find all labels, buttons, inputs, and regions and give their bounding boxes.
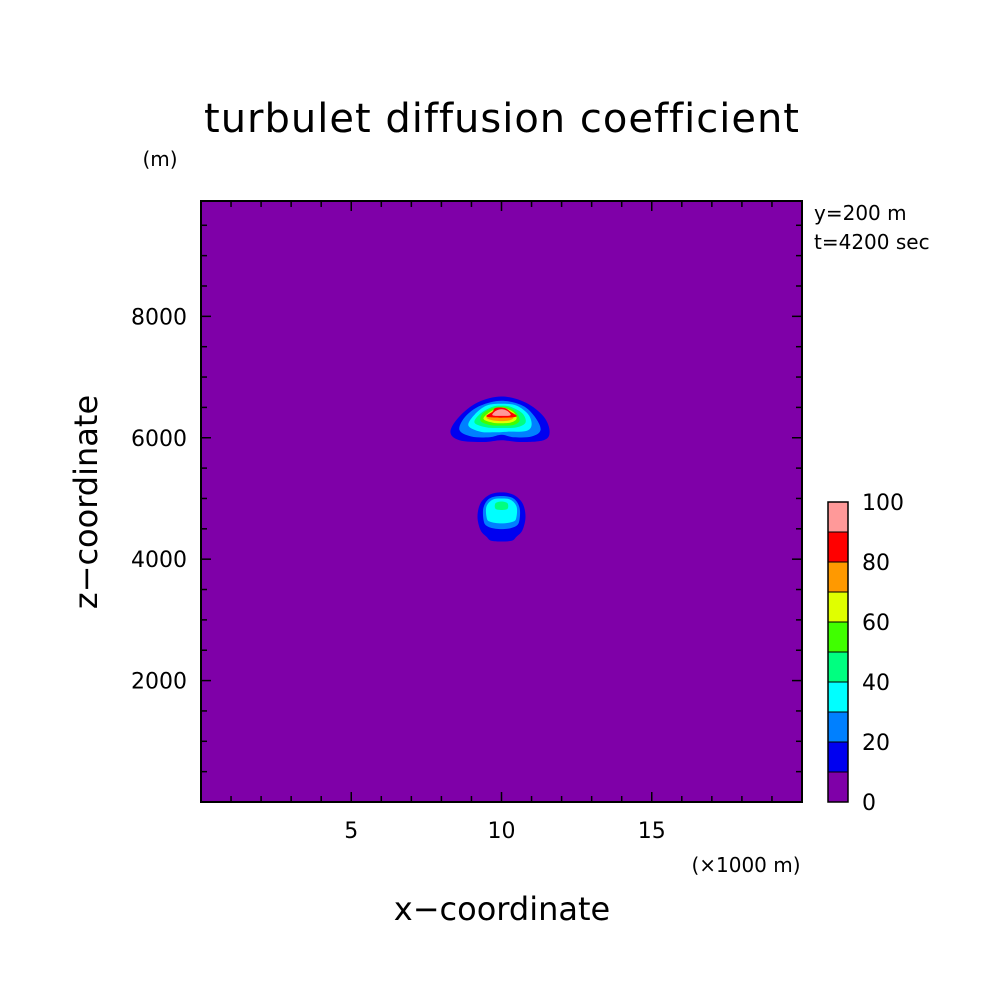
x-tick-labels: 5 10 15 <box>344 819 666 844</box>
colorbar-labels: 0 20 40 60 80 100 <box>862 491 904 816</box>
colorbar-tick-label: 0 <box>862 791 876 816</box>
y-tick-label: 4000 <box>131 548 187 573</box>
contour-upper-90 <box>492 409 511 416</box>
contour-lower-40 <box>494 501 509 510</box>
chart-title: turbulet diffusion coefficient <box>204 96 800 142</box>
colorbar-segment <box>827 741 849 773</box>
colorbar-segment <box>827 531 849 563</box>
annotation-y: y=200 m <box>814 201 907 225</box>
colorbar-segment <box>827 591 849 623</box>
colorbar-segment <box>827 711 849 743</box>
colorbar-segment <box>827 561 849 593</box>
plot-area <box>200 200 803 803</box>
colorbar-segment <box>827 771 849 803</box>
colorbar-segment <box>827 651 849 683</box>
annotation-t: t=4200 sec <box>814 230 930 254</box>
x-axis-label: x−coordinate <box>394 890 610 928</box>
x-tick-label: 10 <box>488 819 516 844</box>
contour-lower-30 <box>485 498 518 524</box>
colorbar-tick-label: 80 <box>862 551 890 576</box>
contour-fills <box>450 396 550 542</box>
colorbar-tick-label: 60 <box>862 611 890 636</box>
colorbar-segment <box>827 621 849 653</box>
colorbar-tick-label: 100 <box>862 491 904 516</box>
x-unit-label: (×1000 m) <box>691 853 800 877</box>
plot-frame <box>200 200 803 803</box>
y-axis-label: z−coordinate <box>67 395 105 609</box>
x-tick-label: 5 <box>344 819 358 844</box>
colorbar-tick-label: 20 <box>862 731 890 756</box>
colorbar-frame <box>827 501 849 803</box>
y-tick-label: 6000 <box>131 427 187 452</box>
y-unit-label: (m) <box>142 147 177 171</box>
y-tick-label: 2000 <box>131 670 187 695</box>
colorbar-tick-label: 40 <box>862 671 890 696</box>
colorbar <box>827 501 849 803</box>
y-tick-labels: 2000 4000 6000 8000 <box>131 305 187 694</box>
x-tick-label: 15 <box>638 819 666 844</box>
colorbar-segment <box>827 501 849 533</box>
colorbar-segment <box>827 681 849 713</box>
y-tick-label: 8000 <box>131 305 187 330</box>
